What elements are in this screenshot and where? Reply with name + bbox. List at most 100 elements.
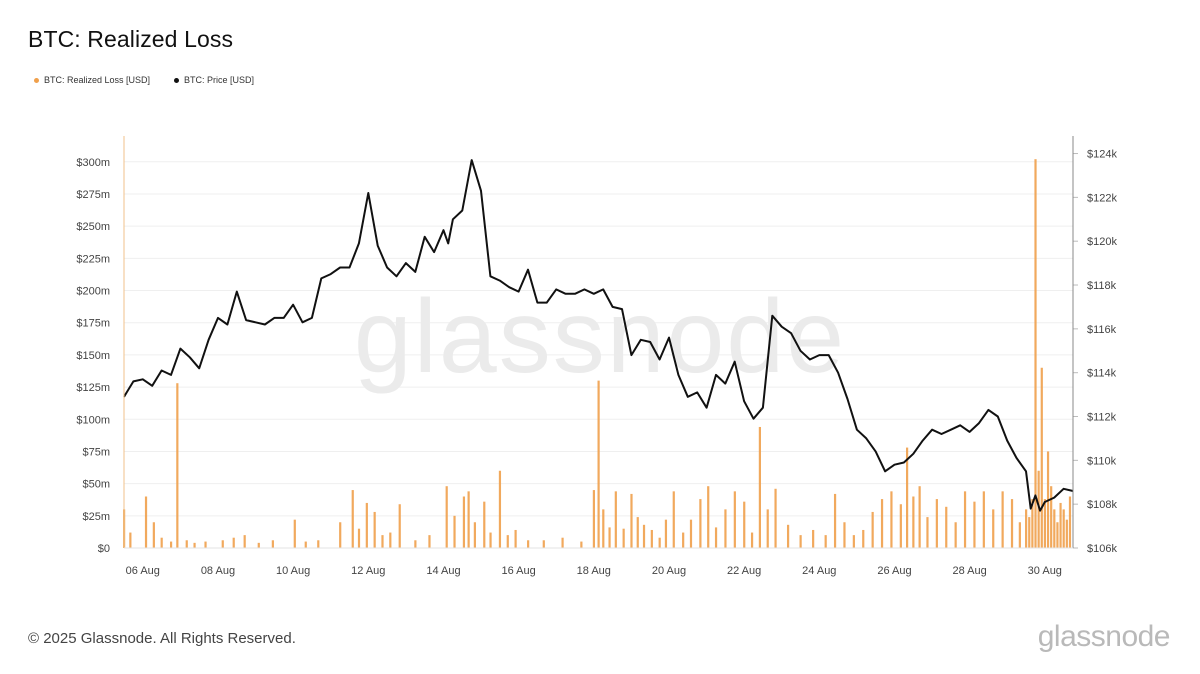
realized-loss-bar (514, 529, 517, 548)
x-axis-tick-label: 06 Aug (126, 565, 160, 577)
legend-item-price[interactable]: BTC: Price [USD] (174, 75, 254, 85)
realized-loss-bar (204, 541, 207, 548)
realized-loss-bar (774, 488, 777, 548)
realized-loss-bar (862, 529, 865, 548)
realized-loss-bar (682, 532, 685, 548)
realized-loss-bar (724, 509, 727, 548)
realized-loss-bar (1056, 522, 1059, 548)
realized-loss-bar (689, 519, 693, 548)
realized-loss-bar (152, 522, 155, 548)
realized-loss-bar (381, 535, 384, 548)
realized-loss-bar (144, 496, 148, 548)
left-axis-tick-label: $250m (76, 221, 110, 233)
realized-loss-bar (1065, 519, 1068, 548)
realized-loss-bar (561, 537, 564, 548)
realized-loss-bar (852, 535, 855, 548)
realized-loss-bar (1043, 499, 1047, 548)
x-axis-tick-label: 28 Aug (953, 565, 987, 577)
realized-loss-bar (467, 491, 470, 548)
x-axis-tick-label: 20 Aug (652, 565, 686, 577)
realized-loss-bar (707, 486, 710, 548)
realized-loss-bar (843, 522, 846, 548)
realized-loss-bar (973, 501, 976, 548)
right-axis-tick-label: $124k (1087, 149, 1117, 161)
realized-loss-bar (758, 426, 761, 548)
realized-loss-bar (1028, 517, 1031, 548)
left-axis-tick-label: $200m (76, 286, 110, 298)
realized-loss-bar (799, 535, 802, 548)
x-axis-tick-label: 26 Aug (877, 565, 911, 577)
left-axis-tick-label: $150m (76, 350, 110, 362)
realized-loss-bar (608, 527, 611, 548)
left-axis-tick-label: $225m (76, 253, 110, 265)
watermark-glassnode: glassnode (354, 279, 846, 395)
chart-title: BTC: Realized Loss (28, 26, 234, 52)
realized-loss-bar (766, 509, 769, 548)
realized-loss-bar (824, 535, 827, 548)
realized-loss-bar (483, 501, 486, 548)
realized-loss-bar (714, 527, 718, 548)
realized-loss-bar (1053, 509, 1056, 548)
legend-swatch-realized-loss (34, 77, 39, 83)
left-axis-tick-label: $75m (82, 446, 110, 458)
realized-loss-bar (880, 499, 884, 548)
realized-loss-bar (414, 540, 417, 548)
realized-loss-bar (750, 532, 754, 548)
legend-item-realized-loss[interactable]: BTC: Realized Loss [USD] (34, 75, 150, 85)
realized-loss-bar (935, 499, 938, 548)
realized-loss-bar (636, 517, 639, 548)
realized-loss-bar (1034, 159, 1037, 549)
realized-loss-bar (890, 491, 893, 548)
realized-loss-bar (602, 509, 605, 548)
realized-loss-bar (1068, 496, 1072, 548)
realized-loss-bar (580, 541, 583, 548)
realized-loss-bar (428, 535, 431, 548)
realized-loss-bar (160, 537, 163, 548)
right-axis-tick-label: $122k (1087, 192, 1117, 204)
left-axis-tick-label: $175m (76, 318, 110, 330)
realized-loss-bar (185, 540, 188, 548)
realized-loss-bar (982, 491, 985, 548)
chart-plot[interactable]: glassnode $0$25m$50m$75m$100m$125m$150m$… (0, 0, 1200, 600)
realized-loss-bar (129, 532, 132, 548)
left-axis-tick-label: $125m (76, 382, 110, 394)
realized-loss-bar (1050, 486, 1053, 548)
realized-loss-bar (650, 529, 653, 548)
realized-loss-bar (193, 542, 196, 548)
left-axis-tick-label: $50m (82, 479, 110, 491)
left-axis-tick-label: $100m (76, 414, 110, 426)
realized-loss-bar (271, 540, 274, 548)
footer-copyright: © 2025 Glassnode. All Rights Reserved. (28, 630, 296, 647)
realized-loss-bar (398, 504, 401, 548)
realized-loss-bar (597, 380, 600, 548)
realized-loss-bar (786, 524, 790, 548)
axes: $0 $25m $50m $75m $100m $125m $150m $175m $200m $… (76, 136, 1117, 577)
realized-loss-bar (733, 491, 736, 548)
realized-loss-bar (176, 383, 179, 548)
realized-loss-bar (365, 502, 368, 548)
right-axis-tick-label: $120k (1087, 236, 1117, 248)
x-axis-tick-label: 16 Aug (502, 565, 536, 577)
x-axis-tick-label: 24 Aug (802, 565, 836, 577)
realized-loss-bar (1031, 499, 1034, 548)
legend-swatch-price (174, 77, 180, 83)
realized-loss-bar (1040, 367, 1043, 548)
realized-loss-bar (963, 491, 967, 548)
realized-loss-bar (622, 528, 625, 548)
realized-loss-bar (699, 499, 702, 548)
right-axis-tick-label: $116k (1087, 324, 1117, 336)
realized-loss-bar (906, 447, 909, 548)
footer-logo: glassnode (1037, 620, 1171, 653)
realized-loss-bar (453, 515, 456, 548)
realized-loss-bar (373, 511, 376, 548)
right-axis-tick-label: $112k (1087, 412, 1117, 424)
realized-loss-bar (1059, 502, 1062, 548)
realized-loss-bar (658, 537, 661, 548)
realized-loss-bar (257, 542, 260, 548)
realized-loss-bar (614, 491, 617, 548)
x-axis-tick-label: 18 Aug (577, 565, 611, 577)
realized-loss-bar (642, 524, 646, 548)
realized-loss-bar (918, 486, 921, 548)
realized-loss-bar (304, 541, 307, 548)
left-axis-tick-label: $25m (82, 511, 110, 523)
